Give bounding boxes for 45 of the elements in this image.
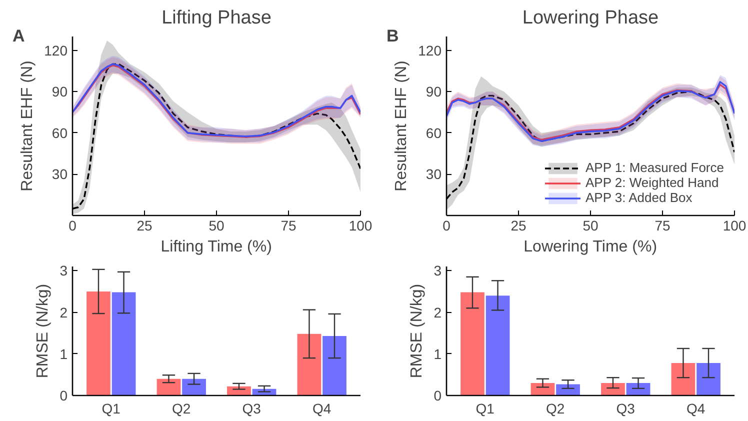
y-tick-label: 60 bbox=[426, 124, 442, 141]
y-axis-title: RMSE (N/kg) bbox=[34, 284, 52, 378]
x-tick-label: Q1 bbox=[476, 400, 495, 416]
legend-label: APP 2: Weighted Hand bbox=[586, 175, 719, 190]
chart-title: Lifting Phase bbox=[162, 8, 272, 28]
y-tick-label: 3 bbox=[434, 262, 442, 279]
text: A bbox=[12, 26, 25, 46]
x-tick-label: 75 bbox=[654, 218, 670, 234]
x-tick-label: 25 bbox=[510, 218, 526, 234]
y-axis-title: Resultant EHF (N) bbox=[19, 60, 36, 192]
x-tick-label: Q2 bbox=[172, 400, 191, 416]
chart-title: Lowering Phase bbox=[522, 8, 659, 28]
y-tick-label: 1 bbox=[60, 346, 68, 362]
y-tick-label: 1 bbox=[434, 346, 442, 362]
legend-label: APP 1: Measured Force bbox=[586, 160, 724, 175]
y-tick-label: 30 bbox=[426, 166, 442, 182]
y-tick-label: 2 bbox=[60, 304, 68, 320]
x-tick-label: 50 bbox=[582, 218, 598, 234]
y-tick-label: 90 bbox=[426, 84, 442, 100]
legend-label: APP 3: Added Box bbox=[586, 190, 692, 205]
x-tick-label: 25 bbox=[136, 218, 152, 234]
y-tick-label: 90 bbox=[52, 84, 68, 100]
y-tick-label: 60 bbox=[52, 124, 68, 141]
x-tick-label: Q3 bbox=[616, 400, 636, 416]
x-axis-title: Lowering Time (%) bbox=[524, 238, 658, 256]
x-tick-label: Q4 bbox=[686, 400, 706, 416]
y-tick-label: 120 bbox=[44, 42, 68, 58]
x-tick-label: 100 bbox=[722, 218, 746, 234]
y-tick-label: 3 bbox=[60, 262, 68, 279]
x-tick-label: Q3 bbox=[242, 400, 262, 416]
y-tick-label: 0 bbox=[60, 388, 68, 404]
x-tick-label: Q4 bbox=[312, 400, 332, 416]
x-tick-label: 75 bbox=[280, 218, 296, 234]
y-tick-label: 0 bbox=[434, 388, 442, 404]
y-tick-label: 2 bbox=[434, 304, 442, 320]
x-axis-title: Lifting Time (%) bbox=[160, 238, 272, 256]
y-axis-title: Resultant EHF (N) bbox=[393, 60, 410, 192]
y-tick-label: 30 bbox=[52, 166, 68, 182]
x-tick-label: 100 bbox=[348, 218, 372, 234]
y-tick-label: 120 bbox=[418, 42, 442, 58]
y-axis-title: RMSE (N/kg) bbox=[408, 284, 426, 378]
x-tick-label: Q2 bbox=[546, 400, 565, 416]
x-tick-label: 50 bbox=[208, 218, 224, 234]
x-tick-label: Q1 bbox=[102, 400, 121, 416]
text: B bbox=[386, 26, 399, 46]
